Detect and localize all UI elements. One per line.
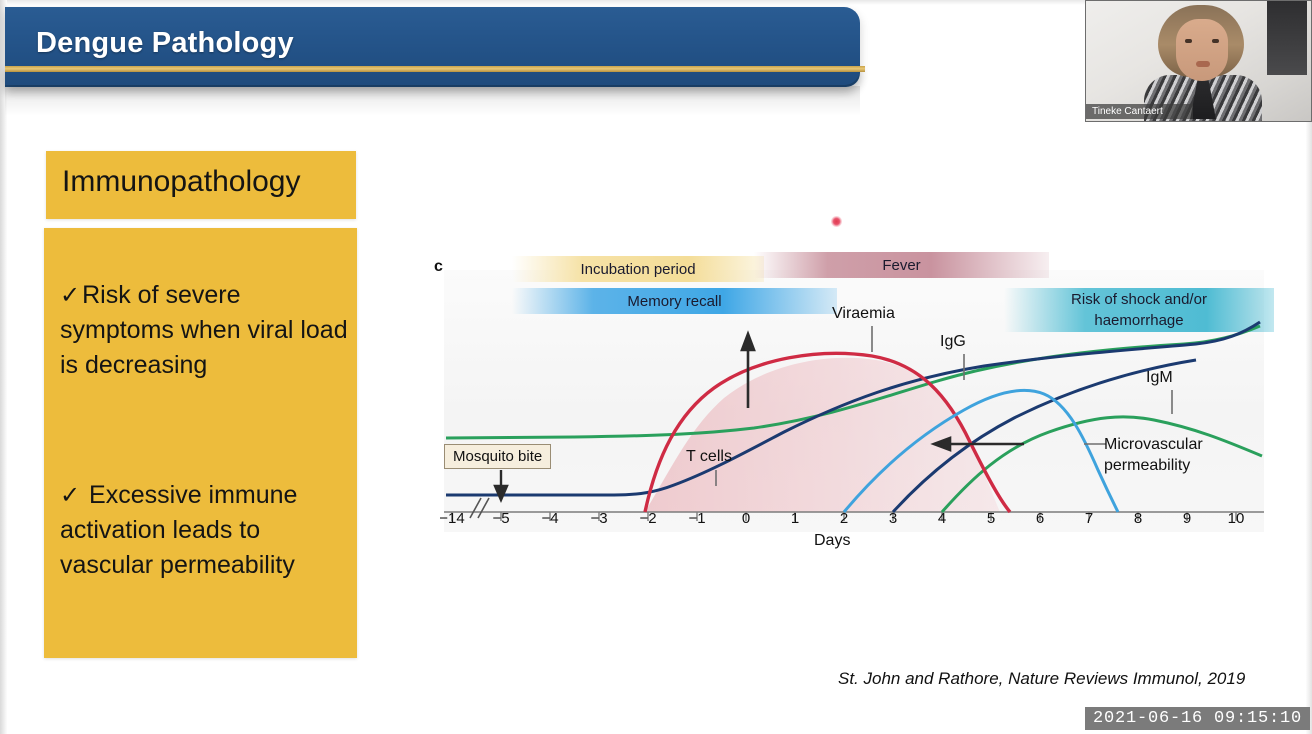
x-tick-label: 4	[937, 510, 947, 527]
label-igm: IgM	[1146, 369, 1173, 386]
x-axis-title: Days	[814, 532, 851, 549]
band-risk-of-shock-line2: haemorrhage	[1094, 312, 1184, 329]
page-edge-left	[0, 0, 7, 734]
band-memory-recall: Memory recall	[512, 288, 837, 314]
label-micro-line1: Microvascular	[1104, 436, 1203, 453]
band-fever: Fever	[754, 252, 1049, 278]
curve-viraemia	[643, 351, 1012, 514]
bullet-item-1-text: Risk of severe symptoms when viral load …	[60, 281, 348, 379]
bullet-item-1: ✓Risk of severe symptoms when viral load…	[60, 278, 348, 383]
webcam-person-face	[1176, 19, 1228, 81]
x-tick-label: 7	[1084, 510, 1094, 527]
webcam-person-eye-right	[1212, 39, 1219, 43]
x-tick-label: −5	[492, 510, 510, 527]
x-tick-label: 8	[1133, 510, 1143, 527]
x-tick-label: 10	[1227, 510, 1245, 527]
figure-citation: St. John and Rathore, Nature Reviews Imm…	[838, 669, 1246, 688]
curve-igg	[891, 358, 1197, 514]
webcam-background-panel	[1267, 1, 1307, 75]
curve-canvas	[444, 320, 1264, 521]
x-tick-label: −14	[439, 510, 465, 527]
band-risk-of-shock: Risk of shock and/or haemorrhage	[1004, 288, 1274, 332]
bullet-item-2-text: Excessive immune activation leads to vas…	[60, 481, 298, 579]
x-tick-label: 9	[1182, 510, 1192, 527]
recording-timestamp: 2021-06-16 09:15:10	[1084, 707, 1310, 730]
curve-t-cells	[446, 320, 1261, 497]
x-tick-label: −3	[590, 510, 608, 527]
up-arrow-annotation	[740, 330, 756, 408]
x-axis-tick-labels: −14 −5 −4 −3 −2 −1 0 1 2 3 4 5 6 7 8 9 10	[424, 510, 1264, 538]
laser-pointer-dot	[831, 216, 842, 227]
title-banner: Dengue Pathology	[5, 7, 865, 85]
panel-label-c: c	[434, 258, 443, 275]
checkmark-icon: ✓	[60, 482, 81, 509]
label-t-cells: T cells	[686, 448, 732, 465]
webcam-person-mouth	[1196, 61, 1210, 67]
mosquito-bite-label: Mosquito bite	[444, 444, 552, 469]
x-tick-label: 6	[1035, 510, 1045, 527]
webcam-person-eye-left	[1185, 39, 1192, 43]
band-risk-of-shock-line1: Risk of shock and/or	[1071, 291, 1207, 308]
mosquito-bite-arrow	[493, 470, 509, 504]
x-tick-label: 3	[888, 510, 898, 527]
x-tick-label: 5	[986, 510, 996, 527]
label-microvascular-permeability: Microvascular permeability	[1104, 434, 1203, 476]
label-leader-lines	[715, 326, 1173, 486]
page-title: Dengue Pathology	[36, 27, 294, 59]
left-arrow-annotation	[930, 436, 1024, 452]
label-igg: IgG	[940, 333, 966, 350]
bullet-item-2: ✓ Excessive immune activation leads to v…	[60, 478, 348, 583]
section-heading: Immunopathology	[62, 165, 301, 198]
webcam-participant-name: Tineke Cantaert	[1086, 104, 1193, 119]
bullet-list-box: ✓Risk of severe symptoms when viral load…	[44, 228, 357, 658]
label-micro-line2: permeability	[1104, 457, 1191, 474]
page-edge-top	[0, 0, 1312, 5]
x-tick-label: −4	[541, 510, 559, 527]
title-gold-rule	[5, 66, 865, 72]
viraemia-shaded-region	[645, 357, 1000, 512]
curve-igm-secondary	[940, 415, 1263, 513]
page-edge-right	[1306, 0, 1312, 734]
x-tick-label: 0	[741, 510, 751, 527]
label-viraemia: Viraemia	[832, 305, 895, 322]
immunopathology-heading-box: Immunopathology	[46, 151, 356, 219]
dengue-kinetics-figure: c Incubation period Fever Memory recall …	[424, 248, 1274, 549]
x-tick-label: −2	[639, 510, 657, 527]
x-tick-label: 2	[839, 510, 849, 527]
banner-shadow	[5, 86, 860, 116]
x-tick-label: −1	[688, 510, 706, 527]
checkmark-icon: ✓	[60, 282, 81, 309]
webcam-video-tile[interactable]: Tineke Cantaert	[1085, 0, 1312, 122]
x-axis-ticks	[451, 512, 1237, 521]
curve-microvascular-permeability	[842, 388, 1120, 513]
x-tick-label: 1	[790, 510, 800, 527]
band-incubation-period: Incubation period	[512, 256, 764, 282]
axis-break-marks	[469, 497, 490, 519]
